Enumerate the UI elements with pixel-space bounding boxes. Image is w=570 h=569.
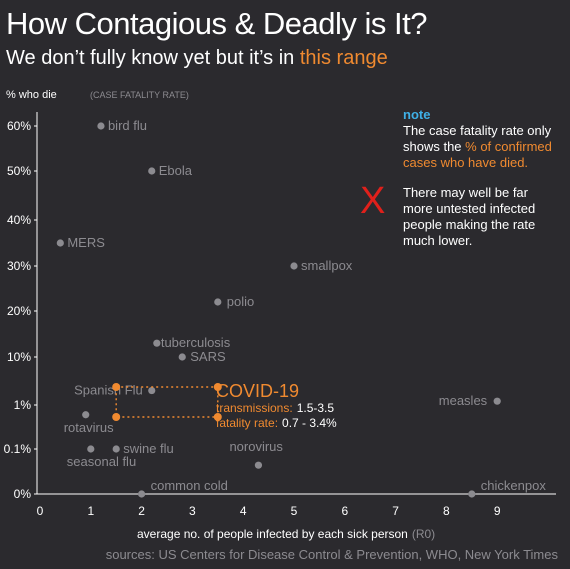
data-point xyxy=(468,490,476,498)
data-point xyxy=(153,339,161,347)
note-highlight-b: confirmed cases who xyxy=(403,139,552,170)
x-axis-label-main: average no. of people infected by each s… xyxy=(137,527,408,541)
data-points: bird flu Ebola MERS smallpox polio tuberculos… xyxy=(56,118,547,498)
data-point-label: common cold xyxy=(151,478,228,493)
note-highlight-a: % of xyxy=(465,139,492,154)
covid-fatality: fatality rate: 0.7 - 3.4% xyxy=(216,416,337,430)
data-point xyxy=(56,239,64,247)
data-point-label: bird flu xyxy=(108,118,147,133)
x-tick-label: 8 xyxy=(443,504,450,518)
x-tick-label: 9 xyxy=(494,504,501,518)
data-point xyxy=(290,262,298,270)
x-tick-label: 3 xyxy=(189,504,196,518)
data-point-label: seasonal flu xyxy=(67,454,136,469)
data-point-label: swine flu xyxy=(123,441,174,456)
data-point-label: rotavirus xyxy=(64,420,114,435)
data-point-label: smallpox xyxy=(301,258,353,273)
data-point xyxy=(214,298,222,306)
x-tick-label: 1 xyxy=(87,504,94,518)
covid-corner-point xyxy=(213,413,222,421)
x-tick-label: 5 xyxy=(291,504,298,518)
data-point-label: SARS xyxy=(190,349,226,364)
y-tick-label: 0.1% xyxy=(4,442,32,456)
data-point xyxy=(112,445,120,453)
y-tick-label: 1% xyxy=(14,398,32,412)
subtitle-prefix: We don’t fully know yet but it’s in xyxy=(6,47,300,69)
covid-label: COVID-19 xyxy=(216,381,299,401)
chart-title: How Contagious & Deadly is It? xyxy=(6,6,427,41)
data-point xyxy=(138,490,146,498)
x-tick-label: 6 xyxy=(341,504,348,518)
data-point xyxy=(178,353,186,361)
subtitle-highlight: this range xyxy=(299,47,388,69)
note-paragraph-2: There may well be far more untested infe… xyxy=(403,185,536,248)
note-text-1: The case fatality rate only shows the xyxy=(403,123,552,154)
data-point-label: Ebola xyxy=(159,163,193,178)
data-point xyxy=(254,461,263,469)
cross-mark: X xyxy=(360,180,385,222)
y-tick-label: 20% xyxy=(7,304,31,318)
note-highlight-c: have died. xyxy=(468,155,529,170)
x-axis-label: average no. of people infected by each s… xyxy=(137,527,435,541)
y-tick-label: 10% xyxy=(7,350,31,364)
data-point-label: chickenpox xyxy=(481,478,547,493)
y-tick-label: 40% xyxy=(7,213,31,227)
x-axis-ticks: 0 1 2 3 4 5 6 7 8 9 xyxy=(37,504,501,518)
data-point xyxy=(148,386,156,395)
note-heading: note xyxy=(403,107,431,122)
y-axis-label: % who die xyxy=(6,89,57,101)
data-point xyxy=(97,122,105,130)
data-point xyxy=(493,397,501,405)
y-tick-label: 60% xyxy=(7,119,31,133)
x-tick-label: 0 xyxy=(37,504,44,518)
x-tick-label: 2 xyxy=(138,504,145,518)
data-point-label: MERS xyxy=(67,235,105,250)
data-point xyxy=(87,445,95,453)
data-point-label: measles xyxy=(439,393,488,408)
x-tick-label: 7 xyxy=(392,504,399,518)
y-axis-ticks: 0% 0.1% 1% 10% 20% 30% 40% 50% 60% xyxy=(4,119,37,501)
y-tick-label: 30% xyxy=(7,259,31,273)
covid-corner-point xyxy=(213,383,222,391)
covid-transmissions-value: 1.5-3.5 xyxy=(297,401,335,415)
data-point-label: tuberculosis xyxy=(161,335,231,350)
covid-corner-point xyxy=(112,383,121,391)
covid-transmissions: transmissions: 1.5-3.5 xyxy=(216,401,334,415)
sources-footer: sources: US Centers for Disease Control … xyxy=(105,547,558,562)
data-point-label: Spanish Flu xyxy=(74,383,143,398)
covid-corner-point xyxy=(112,413,121,421)
chart-subtitle: We don’t fully know yet but it’s in this… xyxy=(6,47,388,70)
data-point-label: norovirus xyxy=(229,439,283,454)
note-paragraph-1: The case fatality rate only shows the % … xyxy=(403,123,553,171)
data-point-label: polio xyxy=(227,294,254,309)
covid-transmissions-label: transmissions: xyxy=(216,401,293,415)
data-point xyxy=(148,167,156,175)
x-axis-label-suffix: (R0) xyxy=(412,527,435,541)
covid-range-box xyxy=(115,386,219,418)
y-tick-label: 50% xyxy=(7,164,31,178)
covid-fatality-value: 0.7 - 3.4% xyxy=(282,416,337,430)
x-tick-label: 4 xyxy=(240,504,247,518)
y-tick-label: 0% xyxy=(14,487,32,501)
y-axis-sublabel: (CASE FATALITY RATE) xyxy=(90,90,189,100)
covid-fatality-label: fatality rate: xyxy=(216,416,278,430)
note-box: note The case fatality rate only shows t… xyxy=(403,107,553,263)
data-point xyxy=(82,411,90,419)
